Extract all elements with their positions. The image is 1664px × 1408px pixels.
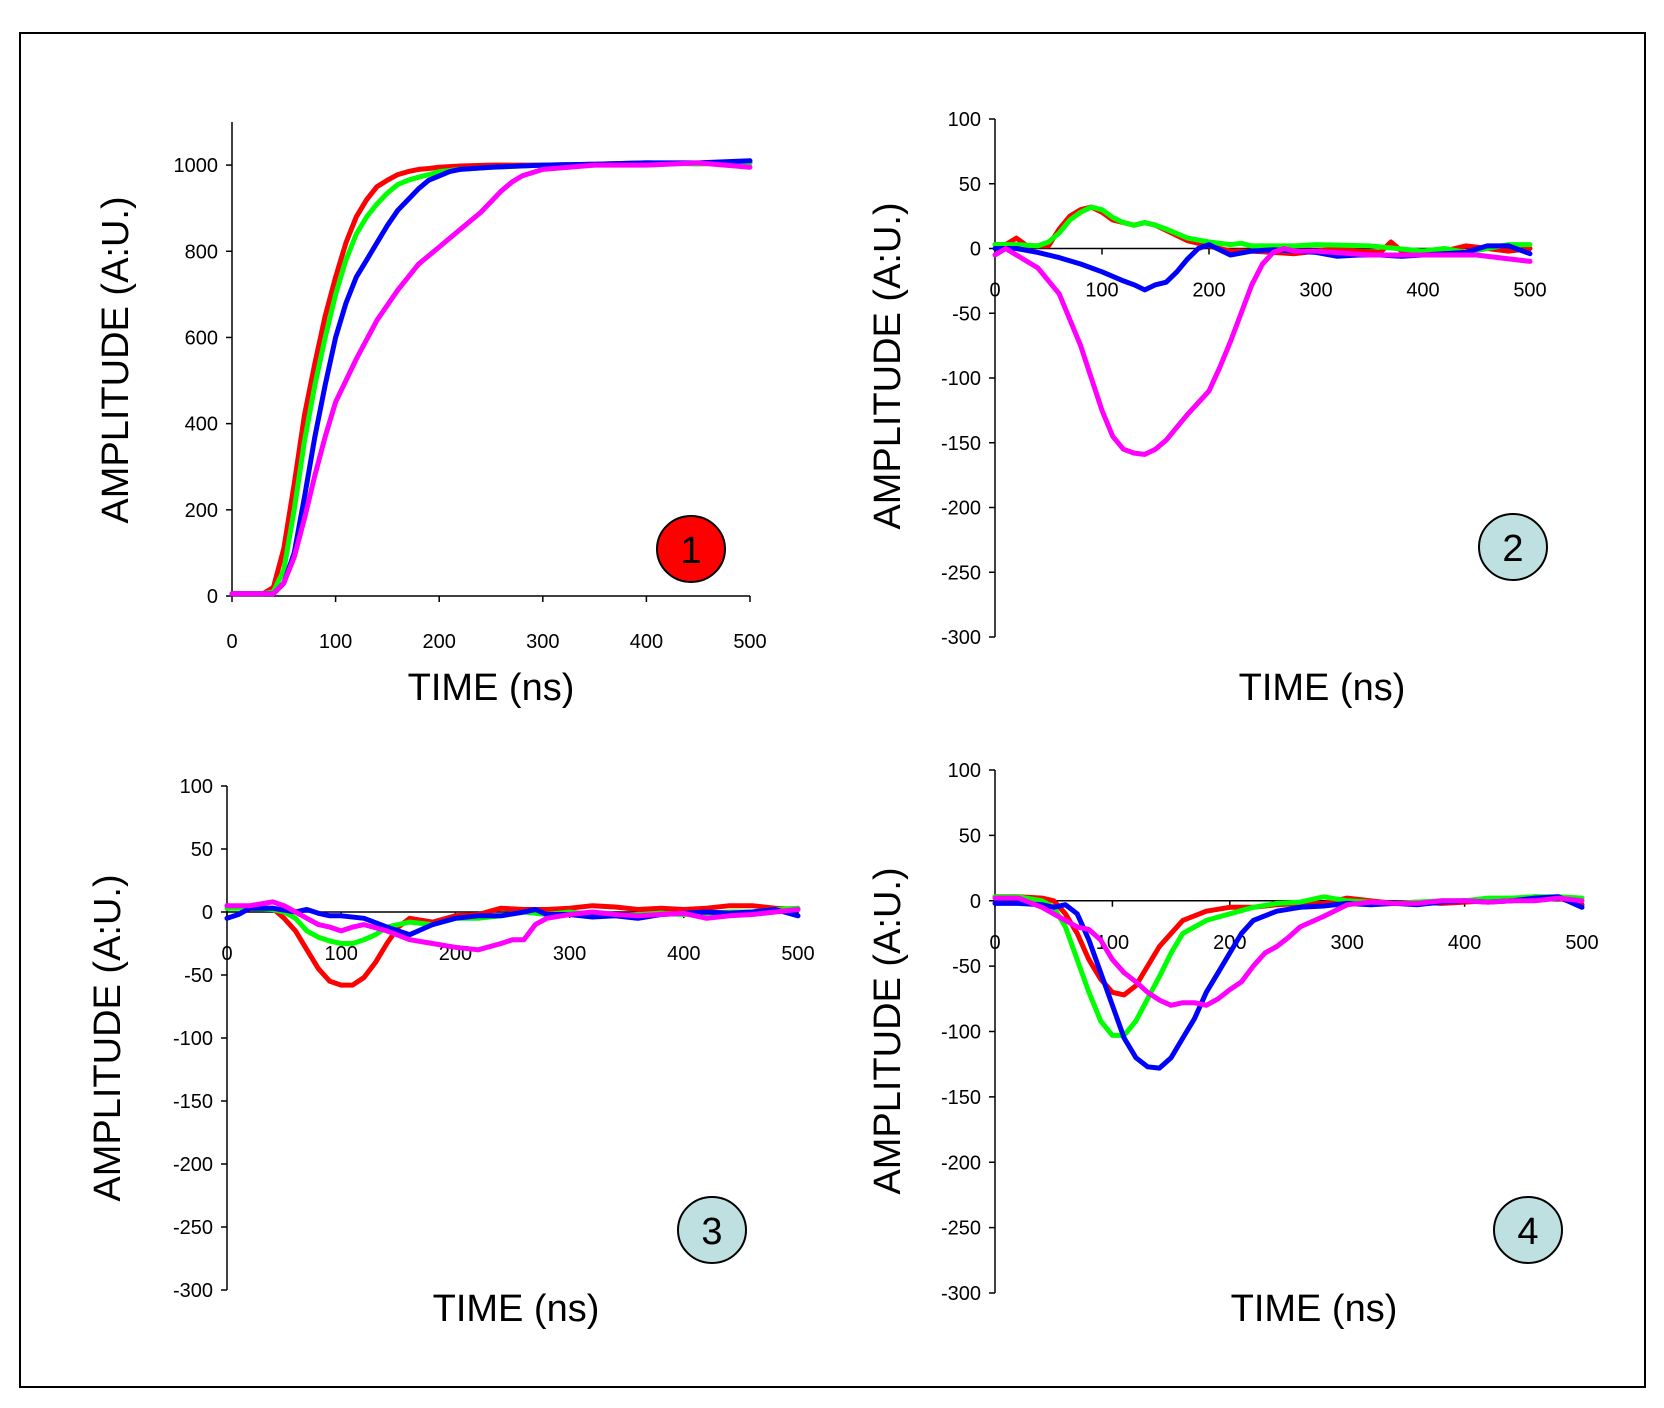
panel-1-x-tick-label: 400 [630, 631, 663, 653]
panel-1-y-tick-label: 1000 [174, 155, 219, 177]
panel-1-x-tick-label: 0 [226, 631, 237, 653]
panel-4-y-tick-label: -150 [941, 1087, 981, 1109]
panel-3-series-4 [224, 899, 801, 953]
panel-3-badge-label: 3 [701, 1211, 722, 1253]
panel-4-y-tick-label: -250 [941, 1218, 981, 1240]
panel-1-y-tick-label: 800 [185, 241, 218, 263]
panel-3-x-tick-label: 300 [553, 943, 586, 965]
panel-4-y-tick-label: 50 [959, 825, 981, 847]
panel-2-y-axis-title: AMPLITUDE (A:U.) [867, 202, 909, 529]
panel-1-x-tick-label: 300 [526, 631, 559, 653]
panel-3-y-tick-label: 50 [191, 839, 213, 861]
panel-4-y-tick-label: -200 [941, 1152, 981, 1174]
panel-2-y-tick-label: -50 [952, 303, 981, 325]
panel-4-x-tick-label: 400 [1448, 932, 1481, 954]
panel-4-series-2 [992, 894, 1585, 1038]
panel-3-y-axis-title: AMPLITUDE (A:U.) [87, 874, 129, 1201]
panel-2-y-tick-label: -250 [941, 562, 981, 584]
panel-3-y-tick-label: 0 [202, 902, 213, 924]
panel-4-x-tick-label: 500 [1565, 932, 1598, 954]
panel-3-x-axis-title: TIME (ns) [433, 1288, 600, 1330]
panel-2-x-axis-title: TIME (ns) [1239, 667, 1406, 709]
panel-4-x-axis-title: TIME (ns) [1231, 1288, 1398, 1330]
panel-1-y-axis-title: AMPLITUDE (A:U.) [95, 196, 137, 523]
panel-3-y-tick-label: -200 [173, 1154, 213, 1176]
panel-2-y-tick-label: 50 [959, 174, 981, 196]
panel-2-x-tick-label: 0 [989, 280, 1000, 302]
panel-1-y-tick-label: 200 [185, 500, 218, 522]
panel-1-badge [656, 515, 726, 583]
panel-4-y-tick-label: 100 [948, 760, 981, 782]
panel-4-x-tick-label: 0 [989, 932, 1000, 954]
panel-1-x-tick-label: 200 [423, 631, 456, 653]
panel-1-y-tick-label: 600 [185, 327, 218, 349]
panel-2-x-tick-label: 500 [1513, 280, 1546, 302]
panel-1-x-tick-label: 100 [319, 631, 352, 653]
panel-4-x-tick-label: 300 [1331, 932, 1364, 954]
panel-2-y-tick-label: 100 [948, 109, 981, 131]
panel-3-y-tick-label: -150 [173, 1091, 213, 1113]
panel-2-x-tick-label: 300 [1299, 280, 1332, 302]
panel-2-badge [1478, 513, 1548, 581]
panel-1-y-tick-label: 0 [207, 586, 218, 608]
panel-2-y-tick-label: 0 [970, 239, 981, 261]
panel-1-series-3 [229, 158, 753, 597]
panel-2-series-2 [992, 204, 1533, 255]
panel-3-y-tick-label: -50 [184, 965, 213, 987]
panel-4-y-tick-label: -50 [952, 956, 981, 978]
panel-3-y-tick-label: -300 [173, 1280, 213, 1302]
panel-1-x-axis-title: TIME (ns) [408, 667, 575, 709]
panel-4-y-axis-title: AMPLITUDE (A:U.) [867, 867, 909, 1194]
panel-3-x-tick-label: 0 [221, 943, 232, 965]
panel-2-y-tick-label: -100 [941, 368, 981, 390]
panel-2-x-tick-label: 200 [1192, 280, 1225, 302]
panel-1-series-4 [229, 160, 753, 597]
panel-3-x-tick-label: 100 [325, 943, 358, 965]
panel-1-y-tick-label: 400 [185, 414, 218, 436]
panel-4-series-4 [992, 895, 1585, 1008]
panel-3-x-tick-label: 500 [781, 943, 814, 965]
panel-3-y-tick-label: -100 [173, 1028, 213, 1050]
panel-1-x-tick-label: 500 [733, 631, 766, 653]
panel-1-badge-label: 1 [680, 530, 701, 572]
panel-2-y-tick-label: -200 [941, 498, 981, 520]
panel-3-badge [677, 1196, 747, 1264]
figure-frame [19, 32, 1646, 1388]
panel-1: 0 200 400 600 800 1000 0 100 200 300 400 500 TIME (n… [95, 122, 767, 709]
panel-3-y-tick-label: -250 [173, 1217, 213, 1239]
panel-4-badge [1493, 1196, 1563, 1264]
panel-3-y-tick-label: 100 [180, 776, 213, 798]
panel-2-y-tick-label: -300 [941, 627, 981, 649]
panel-4-y-tick-label: -300 [941, 1283, 981, 1305]
panel-2-x-tick-label: 400 [1406, 280, 1439, 302]
panel-2-badge-label: 2 [1502, 528, 1523, 570]
panel-2-x-tick-label: 100 [1085, 280, 1118, 302]
panel-2-y-tick-label: -150 [941, 433, 981, 455]
panel-4-y-tick-label: -100 [941, 1022, 981, 1044]
panel-3-x-tick-label: 400 [667, 943, 700, 965]
panel-4-y-tick-label: 0 [970, 891, 981, 913]
panel-4-badge-label: 4 [1517, 1211, 1538, 1253]
panel-2-series-4 [992, 246, 1533, 457]
panel-2: -300 -250 -200 -150 -100 -50 0 50 100 0 100 200 300 4… [867, 109, 1548, 709]
